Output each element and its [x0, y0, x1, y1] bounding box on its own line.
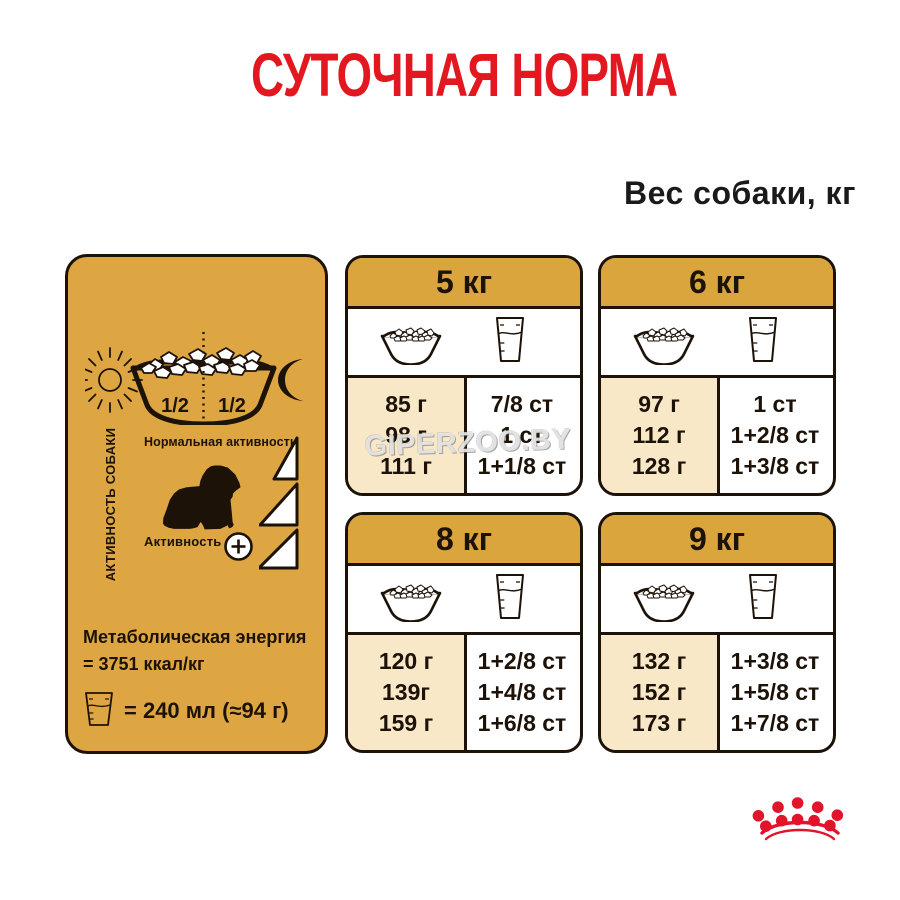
svg-text:1/2: 1/2 [218, 395, 246, 417]
svg-text:1/2: 1/2 [161, 395, 189, 417]
